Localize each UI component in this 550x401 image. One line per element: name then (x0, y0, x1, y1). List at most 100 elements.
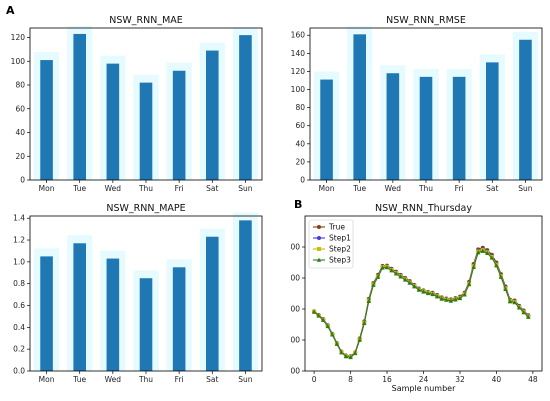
point-step3 (466, 282, 472, 287)
point-step3 (512, 300, 517, 305)
chart-title: NSW_RNN_MAE (109, 15, 183, 26)
point-step3 (434, 294, 440, 299)
y-tick-label: 1.4 (13, 214, 25, 223)
y-tick-label: 00 (290, 243, 300, 252)
plot-frame (304, 215, 543, 372)
point-step3 (507, 299, 513, 304)
point-step3 (462, 292, 467, 297)
bar-fri (172, 267, 186, 371)
y-tick-label: 00 (290, 274, 300, 283)
point-step3 (485, 250, 490, 255)
y-tick-label: 80 (15, 81, 25, 90)
point-step3 (430, 291, 435, 297)
x-tick-label: Tue (72, 184, 86, 193)
x-tick-label: Wed (385, 184, 402, 193)
plot-frame (309, 27, 543, 181)
x-tick-label: Wed (105, 375, 122, 384)
point-step3 (393, 271, 399, 276)
legend-marker (317, 236, 321, 240)
x-tick-label: Tue (72, 375, 86, 384)
x-tick-label: Sat (206, 184, 218, 193)
point-step3 (444, 297, 449, 302)
y-tick-label: 0.4 (13, 323, 25, 332)
y-tick-label: 20 (15, 152, 25, 161)
point-step3 (343, 354, 349, 359)
bar-tue (73, 243, 87, 371)
point-step3 (366, 298, 372, 304)
point-step3 (398, 274, 403, 279)
x-tick-label: Sun (518, 184, 533, 193)
x-tick-label: Thu (138, 184, 153, 193)
point-step3 (521, 310, 526, 315)
point-step3 (321, 317, 326, 322)
y-tick-label: 140 (291, 49, 306, 58)
y-tick-label: 0.6 (13, 301, 25, 310)
bar-mon (320, 79, 333, 180)
point-step3 (503, 286, 508, 291)
y-tick-label: 120 (291, 67, 306, 76)
bar-sun (239, 220, 252, 371)
legend-marker (317, 225, 321, 229)
point-step3 (453, 297, 458, 302)
bar-thu (139, 278, 153, 371)
point-step3 (334, 341, 340, 346)
y-tick-label: 0.0 (13, 367, 25, 376)
legend-marker (316, 257, 322, 262)
x-tick-label: Sun (238, 184, 253, 193)
plot-frame (29, 215, 263, 372)
y-tick-label: 160 (291, 31, 306, 40)
point-step3 (339, 350, 344, 355)
legend-label: True (328, 223, 345, 232)
point-step3 (412, 284, 417, 289)
y-tick-label: 60 (295, 121, 305, 130)
x-tick-label: 8 (348, 375, 353, 384)
point-step3 (494, 263, 499, 268)
y-tick-label: 40 (295, 139, 305, 148)
x-tick-label: 0 (312, 375, 317, 384)
point-step3 (352, 350, 358, 356)
y-tick-label: 0.2 (13, 345, 25, 354)
x-tick-label: Mon (39, 375, 55, 384)
point-step3 (439, 296, 444, 301)
y-tick-label: 1.0 (13, 257, 25, 266)
legend-label: Step2 (329, 245, 351, 254)
point-step3 (380, 265, 385, 270)
bar-thu (419, 76, 433, 180)
mae-chart: NSW_RNN_MAE Mon Tue Wed Thu Fri Sat Sun 0 20 40 60 8… (11, 15, 263, 193)
point-step3 (375, 274, 381, 279)
point-step3 (448, 298, 454, 303)
bar-sun (519, 39, 532, 181)
point-step3 (480, 248, 485, 253)
y-tick-label: 40 (15, 128, 25, 137)
y-tick-label: 0.8 (13, 279, 25, 288)
point-step3 (371, 282, 376, 287)
legend-label: Step3 (329, 256, 351, 265)
y-tick-label: 100 (291, 85, 306, 94)
chart-title: NSW_RNN_Thursday (375, 203, 472, 214)
x-tick-label: 24 (419, 375, 429, 384)
bar-sun (239, 35, 252, 180)
point-step3 (316, 313, 321, 318)
y-tick-label: 100 (11, 57, 26, 66)
x-tick-label: Fri (455, 184, 464, 193)
x-tick-label: 48 (528, 375, 538, 384)
rmse-chart: NSW_RNN_RMSE Mon Tue Wed Thu Fri Sat Sun 0 20 40 60… (291, 15, 543, 193)
mape-chart: NSW_RNN_MAPE Mon Tue Wed Thu Fri Sat Sun 0.0 0.2 0… (13, 203, 263, 384)
y-tick-label: 60 (15, 104, 25, 113)
point-step3 (311, 309, 317, 314)
y-tick-label: 1.2 (13, 236, 25, 245)
y-tick-label: 00 (290, 367, 300, 376)
x-tick-label: Fri (175, 184, 184, 193)
panel-b-letter: B (294, 198, 302, 211)
x-tick-label: Tue (352, 184, 366, 193)
thursday-line-chart: NSW_RNN_Thursday Sample number 0 8 16 24 32 40 4… (290, 203, 543, 393)
bar-wed (106, 258, 120, 371)
bar-sat (485, 62, 499, 180)
point-step3 (517, 305, 522, 310)
point-step3 (407, 280, 413, 285)
x-tick-label: Sat (206, 375, 218, 384)
x-tick-label: 16 (382, 375, 392, 384)
y-tick-label: 0 (20, 176, 25, 185)
x-tick-label: 32 (455, 375, 465, 384)
